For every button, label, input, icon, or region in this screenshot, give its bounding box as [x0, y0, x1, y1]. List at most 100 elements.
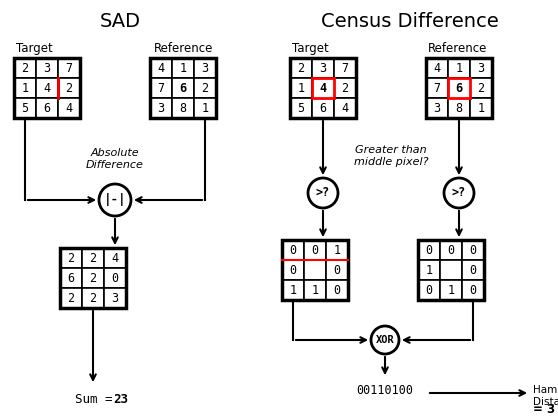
Text: >?: >? [452, 186, 466, 200]
Text: 1: 1 [180, 62, 186, 74]
Bar [304, 240, 326, 260]
Bar [14, 58, 36, 78]
Text: 0: 0 [469, 283, 477, 297]
Bar [172, 58, 194, 78]
Bar [60, 288, 82, 308]
Text: Greater than
middle pixel?: Greater than middle pixel? [354, 145, 428, 167]
Text: 2: 2 [89, 252, 97, 265]
Text: 0: 0 [334, 283, 340, 297]
Text: |-|: |-| [104, 193, 126, 206]
Text: 2: 2 [65, 82, 73, 94]
Bar [426, 98, 448, 118]
Text: 2: 2 [89, 292, 97, 305]
Bar [426, 58, 448, 78]
Bar [470, 58, 492, 78]
Text: 6: 6 [68, 272, 75, 285]
Bar [82, 248, 104, 268]
Text: 1: 1 [311, 283, 319, 297]
Text: 0: 0 [290, 243, 296, 257]
Bar [194, 58, 216, 78]
Text: 1: 1 [455, 62, 463, 74]
Text: 2: 2 [89, 272, 97, 285]
Text: 0: 0 [469, 243, 477, 257]
Bar [312, 78, 334, 98]
Bar [58, 58, 80, 78]
Text: 2: 2 [478, 82, 484, 94]
Text: 0: 0 [448, 243, 455, 257]
Bar [440, 240, 462, 260]
Text: 6: 6 [44, 102, 51, 114]
Bar [462, 260, 484, 280]
Bar [326, 240, 348, 260]
Bar [36, 78, 58, 98]
Bar [448, 78, 470, 98]
Bar [14, 58, 80, 118]
Text: 2: 2 [201, 82, 209, 94]
Bar [104, 268, 126, 288]
Text: 5: 5 [297, 102, 305, 114]
Text: 3: 3 [434, 102, 441, 114]
Bar [104, 288, 126, 308]
Bar [418, 240, 484, 300]
Text: 4: 4 [112, 252, 118, 265]
Bar [290, 98, 312, 118]
Text: 0: 0 [469, 263, 477, 277]
Text: 7: 7 [157, 82, 165, 94]
Bar [36, 98, 58, 118]
Bar [418, 280, 440, 300]
Text: 2: 2 [68, 252, 75, 265]
Text: Target: Target [16, 42, 53, 55]
Bar [194, 78, 216, 98]
Text: 2: 2 [297, 62, 305, 74]
Bar [440, 260, 462, 280]
Bar [150, 98, 172, 118]
Text: 23: 23 [113, 393, 128, 406]
Bar [334, 58, 356, 78]
Text: Target: Target [292, 42, 329, 55]
Bar [426, 58, 492, 118]
Text: Sum =: Sum = [75, 393, 120, 406]
Text: 00110100: 00110100 [357, 384, 413, 397]
Bar [448, 58, 470, 78]
Text: 2: 2 [341, 82, 349, 94]
Text: 6: 6 [319, 102, 326, 114]
Bar [334, 98, 356, 118]
Bar [312, 58, 334, 78]
Bar [290, 78, 312, 98]
Text: 6: 6 [455, 82, 463, 94]
Bar [470, 78, 492, 98]
Text: 1: 1 [425, 263, 432, 277]
Bar [14, 98, 36, 118]
Text: 6: 6 [180, 82, 186, 94]
Text: 3: 3 [157, 102, 165, 114]
Text: 2: 2 [68, 292, 75, 305]
Bar [290, 58, 312, 78]
Bar [426, 78, 448, 98]
Text: 1: 1 [290, 283, 296, 297]
Text: Reference: Reference [428, 42, 487, 55]
Bar [418, 260, 440, 280]
Text: 7: 7 [434, 82, 441, 94]
Text: 0: 0 [311, 243, 319, 257]
Text: 4: 4 [434, 62, 441, 74]
Bar [60, 248, 82, 268]
Bar [194, 98, 216, 118]
Bar [60, 268, 82, 288]
Text: 0: 0 [425, 243, 432, 257]
Bar [418, 240, 440, 260]
Text: >?: >? [316, 186, 330, 200]
Bar [150, 58, 216, 118]
Bar [326, 260, 348, 280]
Text: = 3: = 3 [533, 403, 555, 416]
Bar [470, 98, 492, 118]
Bar [82, 268, 104, 288]
Bar [282, 260, 304, 280]
Text: 0: 0 [290, 263, 296, 277]
Bar [282, 280, 304, 300]
Text: 1: 1 [21, 82, 28, 94]
Text: 4: 4 [319, 82, 326, 94]
Bar [172, 98, 194, 118]
Bar [312, 98, 334, 118]
Bar [282, 240, 348, 300]
Text: 4: 4 [44, 82, 51, 94]
